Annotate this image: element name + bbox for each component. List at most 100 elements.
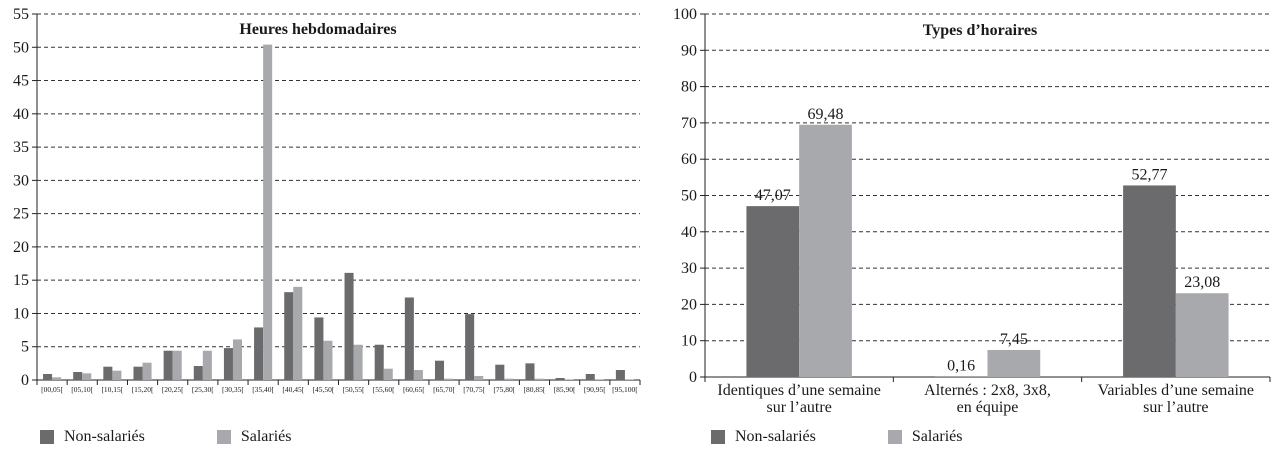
hours-bar-non-salaries: [434, 360, 445, 380]
hours-bar-salaries: [172, 350, 182, 380]
hours-bar-salaries: [112, 370, 122, 380]
hours-bar-non-salaries: [73, 372, 83, 380]
hours-bar-salaries: [353, 344, 363, 380]
legend-swatch-salaries: [216, 430, 231, 444]
schedule-bar-non-salaries: [934, 376, 988, 377]
hours-bar-non-salaries: [163, 350, 173, 380]
legend-entry-non-salaries: Non-salariés: [40, 428, 145, 446]
hours-bar-salaries: [202, 350, 212, 380]
schedule-data-label: 23,08: [1184, 274, 1220, 291]
legend-swatch-non-salaries: [40, 430, 54, 444]
hours-chart: 0 5 10 15 20 25 30 35 40 45 50 55 Heures hebdomadair…: [13, 6, 641, 394]
hours-title: Heures hebdomadaires: [239, 21, 396, 38]
hours-category-label: [15,20[: [132, 385, 154, 394]
schedule-data-label: 69,48: [808, 106, 844, 123]
hours-bar-non-salaries: [43, 374, 53, 380]
schedule-category-label: Alternés : 2x8, 3x8,: [924, 382, 1051, 399]
schedule-category-label: Variables d’une semaine: [1098, 382, 1254, 399]
hours-bar-salaries: [263, 44, 273, 381]
hours-bar-non-salaries: [525, 363, 535, 380]
hours-category-label: [30,35[: [222, 385, 244, 394]
hours-bar-salaries: [504, 378, 514, 380]
schedule-data-label: 47,07: [755, 187, 791, 204]
hours-bar-non-salaries: [374, 344, 384, 380]
legend-entry-salaries-right: Salariés: [887, 428, 963, 446]
hours-category-label: [70,75[: [463, 385, 485, 394]
schedule-ytick-label: 80: [681, 79, 697, 96]
hours-bar-salaries: [383, 368, 393, 380]
hours-bar-non-salaries: [585, 374, 595, 380]
hours-bar-non-salaries: [465, 314, 475, 380]
schedule-ytick-label: 60: [681, 151, 697, 168]
legend-swatch-salaries-right: [887, 430, 902, 444]
hours-category-label: [40,45[: [282, 385, 304, 394]
hours-bar-salaries: [52, 377, 62, 380]
hours-bar-salaries: [564, 379, 574, 380]
hours-ytick-label: 50: [13, 39, 29, 56]
hours-category-label: [80,85[: [524, 385, 546, 394]
hours-ytick-label: 30: [13, 172, 29, 189]
hours-bar-non-salaries: [193, 366, 203, 380]
schedule-bar-non-salaries: [1123, 185, 1176, 377]
schedule-ytick-label: 40: [681, 224, 697, 241]
hours-ytick-label: 45: [13, 73, 29, 90]
hours-category-label: [75,80[: [493, 385, 515, 394]
hours-category-label: [05,10[: [71, 385, 93, 394]
schedule-ytick-label: 20: [681, 296, 697, 313]
hours-ytick-label: 40: [13, 106, 29, 123]
hours-bar-non-salaries: [495, 364, 505, 380]
schedule-data-label: 7,45: [1000, 331, 1028, 348]
hours-bar-non-salaries: [344, 272, 354, 380]
schedule-ytick-label: 30: [681, 260, 697, 277]
schedule-bar-salaries: [987, 349, 1041, 377]
hours-ytick-label: 55: [13, 6, 29, 23]
hours-ytick-label: 0: [21, 372, 29, 389]
hours-bar-non-salaries: [284, 292, 294, 380]
hours-legend: Non-salariés Salariés: [40, 428, 292, 446]
hours-bar-non-salaries: [254, 327, 264, 380]
hours-bar-non-salaries: [133, 366, 143, 380]
legend-entry-non-salaries-right: Non-salariés: [711, 428, 816, 446]
hours-category-label: [90,95[: [584, 385, 606, 394]
hours-category-label: [35,40[: [252, 385, 274, 394]
schedule-bar-salaries: [799, 124, 852, 377]
hours-ytick-label: 15: [13, 272, 29, 289]
hours-category-label: [60,65[: [403, 385, 425, 394]
legend-label-non-salaries: Non-salariés: [64, 428, 145, 445]
hours-bar-salaries: [232, 339, 243, 380]
hours-bar-non-salaries: [103, 366, 113, 380]
hours-bar-non-salaries: [404, 297, 414, 380]
schedule-bar-salaries: [1175, 293, 1229, 377]
hours-ytick-label: 10: [13, 305, 29, 322]
schedule-ytick-label: 10: [681, 333, 697, 350]
hours-bar-salaries: [534, 378, 544, 380]
hours-ytick-label: 5: [21, 339, 29, 356]
hours-bar-salaries: [82, 373, 92, 380]
hours-bar-salaries: [293, 286, 303, 380]
hours-category-label: [65,70[: [433, 385, 455, 394]
schedule-title: Types d’horaires: [923, 22, 1038, 39]
hours-category-label: [10,15[: [101, 385, 123, 394]
hours-bar-non-salaries: [314, 317, 324, 380]
hours-bar-salaries: [323, 340, 333, 380]
schedule-data-label: 52,77: [1131, 166, 1167, 183]
schedule-bar-non-salaries: [746, 206, 800, 377]
hours-bar-non-salaries: [555, 378, 565, 380]
schedule-category-label: Identiques d’une semaine: [717, 382, 881, 399]
schedule-data-label: 0,16: [947, 357, 975, 374]
hours-category-label: [45,50[: [312, 385, 334, 394]
hours-bar-salaries: [624, 379, 634, 380]
legend-swatch-non-salaries-right: [711, 430, 725, 444]
schedule-legend: Non-salariés Salariés: [711, 428, 963, 446]
hours-category-label: [85,90[: [554, 385, 576, 394]
schedule-ytick-label: 90: [681, 42, 697, 59]
legend-label-salaries-right: Salariés: [911, 428, 963, 445]
hours-ytick-label: 25: [13, 206, 29, 223]
schedule-ytick-label: 100: [673, 6, 697, 23]
hours-category-label: [55,60[: [373, 385, 395, 394]
schedule-category-label: sur l’autre: [767, 399, 832, 416]
schedule-category-label: sur l’autre: [1143, 399, 1208, 416]
hours-ytick-label: 20: [13, 239, 29, 256]
hours-ytick-label: 35: [13, 139, 29, 156]
hours-category-label: [95,100[: [612, 385, 638, 394]
